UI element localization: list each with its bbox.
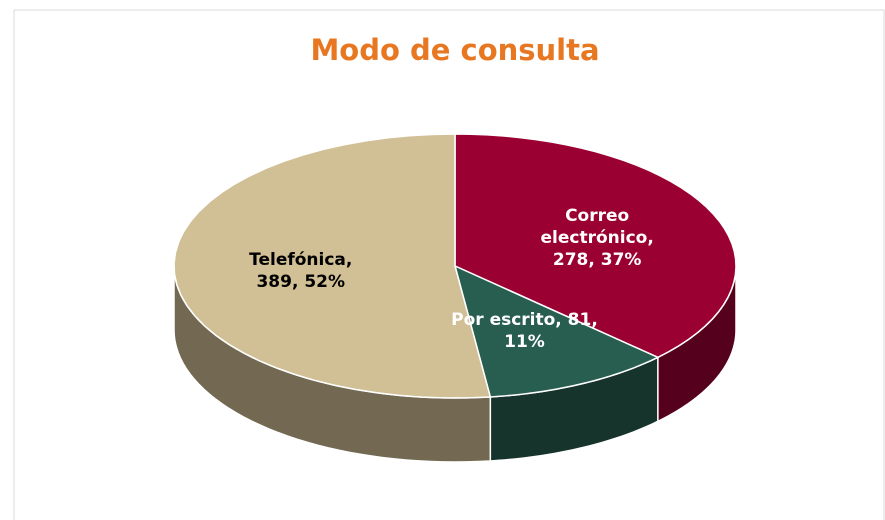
slice: [173, 133, 492, 399]
data-label: Correo electrónico, 278, 37%: [540, 205, 654, 270]
chart-title: Modo de consulta: [310, 33, 599, 67]
data-label: Por escrito, 81, 11%: [451, 309, 598, 352]
slice: [453, 264, 660, 398]
data-label: Telefónica, 389, 52%: [249, 249, 353, 292]
slice: [454, 133, 737, 359]
